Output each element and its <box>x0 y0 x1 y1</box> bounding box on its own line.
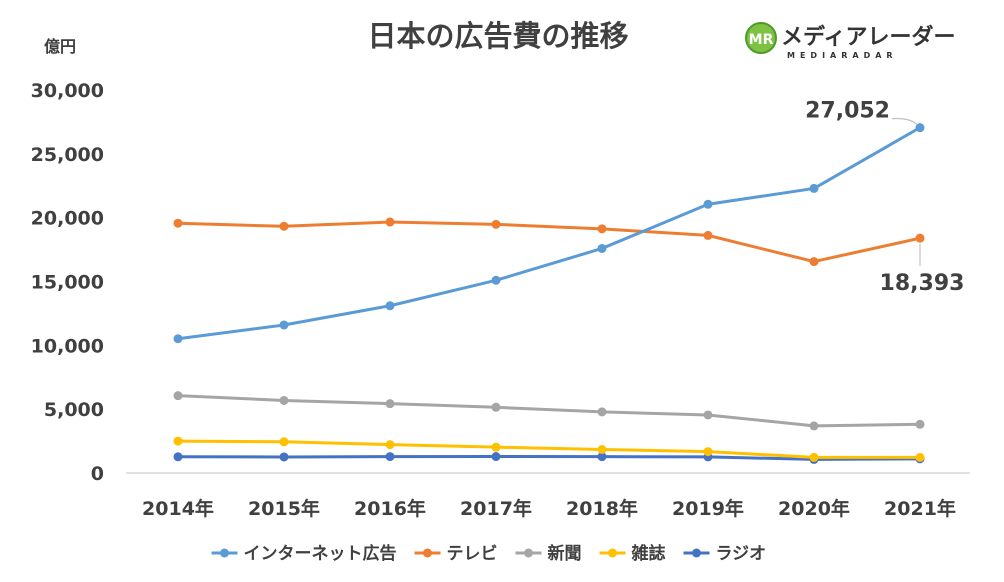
x-tick-label: 2015年 <box>248 497 320 520</box>
data-point <box>703 447 713 457</box>
legend-item: テレビ <box>414 544 498 564</box>
data-point <box>173 391 183 401</box>
data-point <box>597 224 607 234</box>
y-axis-unit-label: 億円 <box>44 37 76 56</box>
y-tick-label: 0 <box>91 463 104 485</box>
y-tick-label: 30,000 <box>31 80 104 102</box>
data-point <box>491 275 501 285</box>
data-point <box>809 452 819 462</box>
data-point <box>385 399 395 409</box>
data-point <box>279 437 289 447</box>
legend-swatch-marker <box>608 548 617 558</box>
data-point <box>385 217 395 227</box>
data-point <box>809 257 819 267</box>
legend-label: 雑誌 <box>631 543 666 564</box>
series-line <box>176 439 922 459</box>
data-point <box>279 221 289 231</box>
x-tick-label: 2021年 <box>884 497 956 520</box>
x-tick-label: 2020年 <box>778 497 850 520</box>
x-tick-label: 2019年 <box>672 497 744 520</box>
data-callout-label: 27,052 <box>805 99 890 124</box>
y-tick-label: 25,000 <box>31 144 104 166</box>
legend-item: 新聞 <box>515 543 582 564</box>
data-point <box>597 452 607 462</box>
legend-label: ラジオ <box>716 544 767 564</box>
legend-swatch-marker <box>692 548 701 558</box>
y-axis-ticks: 0 5,000 10,000 15,000 20,000 25,000 30,000 <box>31 80 104 485</box>
legend-swatch-marker <box>524 548 533 558</box>
data-point <box>491 452 501 462</box>
legend: インターネット広告 テレビ 新聞 雑誌 ラジオ <box>211 543 767 564</box>
series-0 <box>173 123 925 344</box>
data-point <box>279 395 289 405</box>
logo-name: メディアレーダー <box>781 24 955 50</box>
data-point <box>597 407 607 417</box>
series-2 <box>173 391 925 431</box>
chart-title: 日本の広告費の推移 <box>367 19 628 53</box>
data-point <box>915 419 925 429</box>
data-point <box>385 440 395 450</box>
logo-mark-icon <box>745 22 777 54</box>
data-point <box>915 233 925 243</box>
annotation-layer: 27,052 18,393 <box>805 99 964 297</box>
x-axis-ticks: 2014年 2015年 2016年 2017年 2018年 2019年 2020年 2021年 <box>142 497 956 520</box>
data-point <box>173 334 183 344</box>
legend-label: テレビ <box>447 544 498 564</box>
data-point <box>173 452 183 462</box>
series-layer <box>173 123 925 464</box>
logo: MR メディアレーダー MEDIARADAR <box>745 22 955 60</box>
y-tick-label: 20,000 <box>31 208 104 230</box>
data-callout-label: 18,393 <box>880 271 965 296</box>
data-point <box>173 218 183 228</box>
series-1 <box>173 217 925 267</box>
data-point <box>597 243 607 253</box>
legend-swatch-marker <box>423 548 432 558</box>
data-point <box>703 199 713 209</box>
data-point <box>809 183 819 193</box>
y-tick-label: 15,000 <box>31 272 104 294</box>
series-line <box>176 394 922 428</box>
callout-leader-line <box>891 117 918 126</box>
data-point <box>173 436 183 446</box>
data-point <box>703 410 713 420</box>
y-tick-label: 5,000 <box>44 399 104 421</box>
legend-swatch-marker <box>220 548 229 558</box>
data-point <box>809 421 819 431</box>
x-tick-label: 2018年 <box>566 497 638 520</box>
legend-label: 新聞 <box>548 543 582 564</box>
data-point <box>703 230 713 240</box>
series-line <box>176 220 922 264</box>
data-point <box>385 452 395 462</box>
data-point <box>491 219 501 229</box>
series-3 <box>173 436 925 462</box>
data-point <box>385 301 395 311</box>
data-point <box>915 123 925 133</box>
series-line <box>176 126 922 341</box>
legend-label: インターネット広告 <box>244 543 397 564</box>
x-tick-label: 2016年 <box>354 497 426 520</box>
logo-mark-text: MR <box>749 32 774 48</box>
data-point <box>597 444 607 454</box>
logo-subtext: MEDIARADAR <box>787 51 898 60</box>
data-point <box>915 452 925 462</box>
legend-item: 雑誌 <box>599 543 666 564</box>
data-point <box>279 452 289 462</box>
data-point <box>279 320 289 330</box>
x-tick-label: 2014年 <box>142 497 214 520</box>
data-point <box>491 442 501 452</box>
legend-item: ラジオ <box>683 544 767 564</box>
series-line <box>176 455 922 461</box>
x-tick-label: 2017年 <box>460 497 532 520</box>
legend-item: インターネット広告 <box>211 543 397 564</box>
data-point <box>491 402 501 412</box>
y-tick-label: 10,000 <box>31 335 104 357</box>
